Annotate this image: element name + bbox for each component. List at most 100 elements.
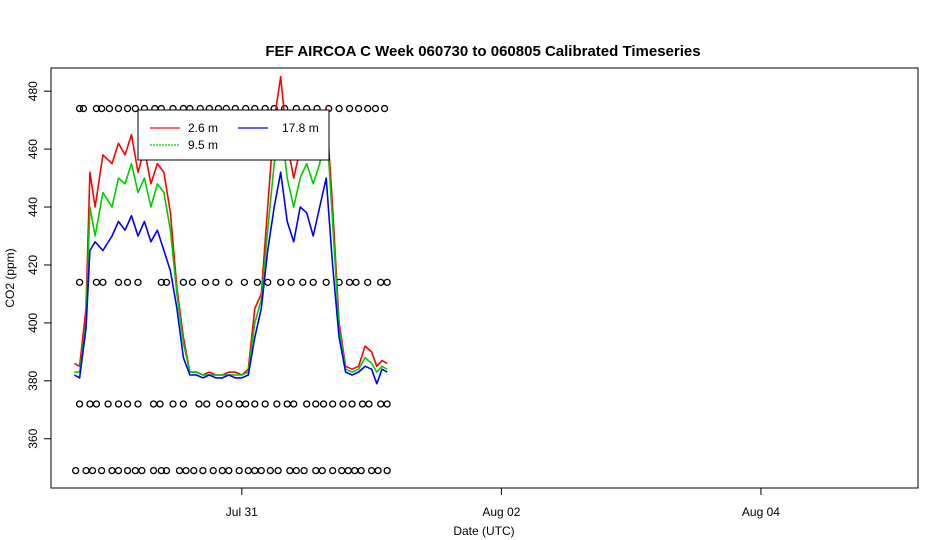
marker-point: [309, 278, 317, 286]
marker-point: [380, 104, 389, 113]
marker-point: [377, 278, 385, 286]
marker-point: [292, 466, 300, 475]
marker-point: [209, 466, 217, 475]
marker-point: [322, 278, 330, 286]
marker-point: [367, 466, 376, 475]
marker-point: [240, 278, 249, 286]
marker-point: [339, 400, 347, 408]
marker-point: [261, 400, 269, 408]
marker-point: [123, 278, 132, 286]
marker-point: [383, 466, 391, 475]
marker-point: [188, 278, 197, 286]
marker-point: [105, 104, 114, 113]
marker-point: [114, 466, 123, 475]
marker-point: [345, 278, 354, 286]
marker-point: [179, 400, 188, 408]
marker-point: [190, 466, 198, 475]
marker-point: [92, 104, 101, 113]
legend-label-2-6m: 2.6 m: [188, 121, 218, 135]
marker-point: [92, 400, 101, 408]
series-line-17-8-m: [74, 171, 388, 385]
x-axis-label: Date (UTC): [453, 524, 514, 538]
y-axis: 360 380 400 420 440 460 480: [26, 81, 51, 449]
marker-point: [235, 400, 243, 408]
marker-point: [312, 400, 320, 408]
marker-point: [264, 278, 272, 286]
marker-point: [199, 466, 207, 475]
y-tick-label: 460: [26, 139, 40, 159]
marker-point: [299, 278, 307, 286]
marker-point: [251, 400, 259, 408]
marker-point: [182, 466, 190, 475]
marker-point: [92, 278, 101, 286]
marker-point: [253, 278, 262, 286]
marker-point: [97, 104, 106, 113]
marker-point: [225, 466, 233, 475]
marker-point: [123, 466, 132, 475]
y-tick-label: 400: [26, 313, 40, 333]
marker-point: [242, 400, 250, 408]
marker-point: [290, 400, 298, 408]
marker-point: [97, 466, 106, 475]
marker-point: [364, 104, 372, 113]
marker-point: [195, 400, 203, 408]
marker-point: [179, 278, 188, 286]
legend-label-17-8m: 17.8 m: [282, 121, 319, 135]
marker-point: [344, 466, 352, 475]
y-tick-label: 440: [26, 197, 40, 217]
marker-point: [201, 278, 210, 286]
marker-point: [374, 466, 382, 475]
marker-point: [300, 466, 308, 475]
marker-point: [72, 466, 80, 475]
marker-point: [123, 400, 132, 408]
marker-point: [377, 400, 385, 408]
marker-point: [157, 466, 165, 475]
y-tick-label: 360: [26, 428, 40, 448]
marker-point: [212, 278, 220, 286]
marker-point: [303, 400, 311, 408]
marker-point: [338, 466, 346, 475]
x-tick-label: Aug 02: [482, 505, 520, 519]
marker-point: [86, 400, 94, 408]
marker-point: [131, 466, 140, 475]
x-tick-label: Aug 04: [742, 505, 780, 519]
series-lines: [74, 75, 388, 385]
marker-point: [75, 400, 84, 408]
marker-point: [162, 278, 171, 286]
marker-point: [131, 104, 140, 113]
marker-point: [99, 278, 107, 286]
marker-point: [328, 466, 337, 475]
marker-point: [235, 466, 243, 475]
marker-point: [273, 400, 281, 408]
marker-point: [203, 400, 211, 408]
marker-point: [123, 104, 132, 113]
y-axis-label: CO2 (ppm): [3, 248, 17, 307]
y-tick-label: 380: [26, 370, 40, 390]
marker-point: [114, 104, 123, 113]
marker-point: [277, 278, 285, 286]
marker-point: [82, 466, 90, 475]
marker-point: [169, 400, 177, 408]
marker-point: [216, 400, 224, 408]
marker-point: [283, 400, 291, 408]
marker-point: [225, 400, 233, 408]
marker-point: [149, 400, 158, 408]
marker-point: [266, 466, 274, 475]
marker-point: [352, 278, 360, 286]
marker-point: [218, 466, 226, 475]
marker-point: [138, 466, 146, 475]
marker-point: [162, 466, 171, 475]
marker-point: [134, 278, 142, 286]
marker-point: [364, 278, 372, 286]
marker-point: [156, 400, 164, 408]
y-tick-label: 480: [26, 81, 40, 101]
marker-rows: [72, 104, 391, 475]
legend-box: [137, 109, 330, 161]
marker-point: [318, 466, 326, 475]
marker-point: [383, 278, 391, 286]
marker-point: [104, 400, 112, 408]
marker-point: [383, 400, 391, 408]
marker-point: [75, 104, 84, 113]
marker-point: [354, 104, 363, 113]
